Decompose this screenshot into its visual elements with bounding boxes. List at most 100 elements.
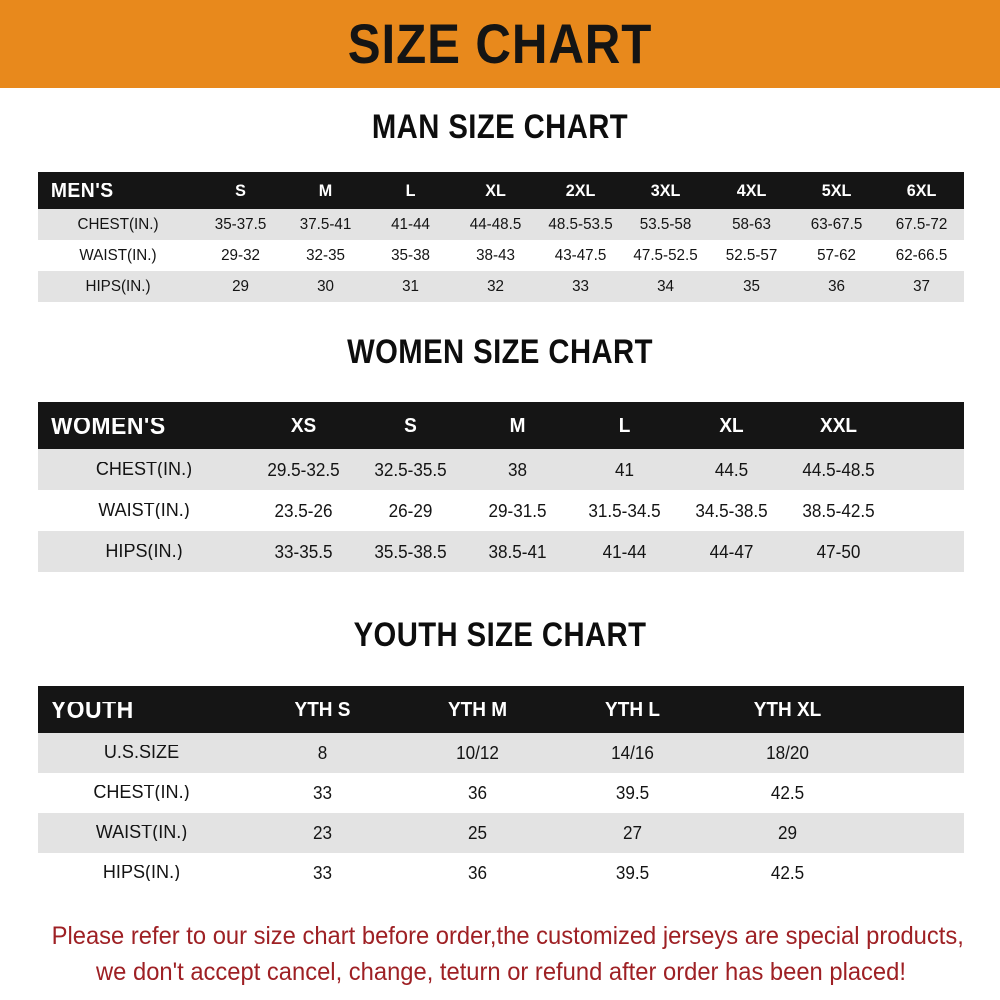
table-cell: 32 — [487, 278, 505, 295]
women-size-table: WOMEN'S XS S M L XL XXL CHEST(IN.) 29.5-32.5 32.5… — [38, 402, 964, 572]
table-cell: 25 — [467, 825, 488, 841]
row-label: HIPS(IN.) — [102, 865, 181, 881]
column-header-3xl: 3XL — [651, 182, 681, 199]
table-cell: 18/20 — [766, 745, 809, 761]
table-cell: 41-44 — [602, 543, 647, 560]
table-row: U.S.SIZE 8 10/12 14/16 18/20 — [38, 733, 964, 773]
table-cell: 35-38 — [391, 247, 431, 264]
table-cell: 41 — [614, 461, 635, 478]
table-cell: 8 — [317, 745, 328, 761]
column-header-m: M — [318, 182, 333, 199]
row-label: CHEST(IN.) — [93, 785, 190, 801]
column-header-xs: XS — [290, 417, 317, 434]
table-cell: 44-48.5 — [470, 216, 522, 233]
table-cell: 14/16 — [611, 745, 654, 761]
column-header-yth-xl: YTH XL — [753, 701, 822, 718]
table-cell: 33-35.5 — [274, 543, 333, 560]
table-cell: 39.5 — [615, 785, 650, 801]
table-cell: 47-50 — [816, 543, 861, 560]
table-cell: 29-31.5 — [488, 502, 547, 519]
table-row: WAIST(IN.) 23.5-26 26-29 29-31.5 31.5-34.5 34… — [38, 490, 964, 531]
table-cell: 38-43 — [476, 247, 516, 264]
table-cell: 29 — [777, 825, 798, 841]
row-label: U.S.SIZE — [103, 745, 180, 761]
table-cell: 44-47 — [709, 543, 754, 560]
table-cell: 38.5-42.5 — [802, 502, 875, 519]
table-cell: 32-35 — [306, 247, 346, 264]
table-cell: 37 — [912, 278, 930, 295]
table-row: HIPS(IN.) 29 30 31 32 33 34 35 36 37 — [38, 271, 964, 302]
women-section-title: WOMEN SIZE CHART — [347, 333, 653, 371]
column-header-l: L — [405, 182, 416, 199]
column-header-4xl: 4XL — [736, 182, 766, 199]
row-label: CHEST(IN.) — [95, 461, 193, 478]
table-cell: 38 — [507, 461, 528, 478]
table-row: HIPS(IN.) 33-35.5 35.5-38.5 38.5-41 41-44 44-… — [38, 531, 964, 572]
table-cell: 57-62 — [816, 247, 856, 264]
column-header-s: S — [235, 182, 246, 199]
table-cell: 30 — [317, 278, 335, 295]
table-cell: 23 — [312, 825, 333, 841]
table-cell: 33 — [312, 865, 333, 881]
table-cell: 48.5-53.5 — [548, 216, 614, 233]
youth-size-table: YOUTH YTH S YTH M YTH L YTH XL U.S.SIZE 8 10/12… — [38, 686, 964, 893]
table-row: CHEST(IN.) 33 36 39.5 42.5 — [38, 773, 964, 813]
column-header-xxl: XXL — [820, 417, 857, 434]
footer-disclaimer: Please refer to our size chart before or… — [51, 918, 964, 990]
row-label: WAIST(IN.) — [79, 247, 157, 264]
footer-line-1: Please refer to our size chart before or… — [51, 922, 964, 950]
table-cell: 31.5-34.5 — [588, 502, 661, 519]
table-cell: 41-44 — [391, 216, 431, 233]
column-header-l: L — [618, 417, 631, 434]
table-row: CHEST(IN.) 29.5-32.5 32.5-35.5 38 41 44.5 44.5… — [38, 449, 964, 490]
table-cell: 34 — [657, 278, 675, 295]
row-label: HIPS(IN.) — [105, 543, 183, 560]
table-corner-label: MEN'S — [50, 182, 114, 199]
column-header-xl: XL — [485, 182, 507, 199]
column-header-xl: XL — [719, 417, 744, 434]
table-cell: 44.5 — [714, 461, 749, 478]
table-cell: 36 — [827, 278, 845, 295]
table-cell: 38.5-41 — [488, 543, 547, 560]
men-size-table: MEN'S S M L XL 2XL 3XL 4XL 5XL 6XL CHEST(IN.) 35-37… — [38, 172, 964, 302]
table-cell: 35.5-38.5 — [374, 543, 447, 560]
column-header-s: S — [404, 417, 417, 434]
table-cell: 31 — [402, 278, 420, 295]
youth-section-title: YOUTH SIZE CHART — [353, 616, 647, 654]
row-label: WAIST(IN.) — [95, 825, 188, 841]
table-cell: 39.5 — [615, 865, 650, 881]
table-cell: 36 — [467, 785, 488, 801]
table-cell: 52.5-57 — [725, 247, 777, 264]
column-header-yth-l: YTH L — [605, 701, 660, 718]
table-cell: 42.5 — [770, 865, 805, 881]
table-row: WAIST(IN.) 29-32 32-35 35-38 38-43 43-47.5 47.… — [38, 240, 964, 271]
table-cell: 58-63 — [731, 216, 771, 233]
column-header-yth-m: YTH M — [447, 701, 508, 718]
table-cell: 47.5-52.5 — [633, 247, 699, 264]
table-cell: 23.5-26 — [274, 502, 333, 519]
table-row: CHEST(IN.) 35-37.5 37.5-41 41-44 44-48.5 48.5… — [38, 209, 964, 240]
table-cell: 35-37.5 — [214, 216, 267, 233]
table-header-row: MEN'S S M L XL 2XL 3XL 4XL 5XL 6XL — [38, 172, 964, 209]
column-header-2xl: 2XL — [566, 182, 596, 199]
table-cell: 62-66.5 — [895, 247, 948, 264]
table-cell: 63-67.5 — [810, 216, 862, 233]
table-cell: 44.5-48.5 — [802, 461, 875, 478]
table-corner-label: YOUTH — [50, 701, 134, 718]
table-cell: 35 — [742, 278, 760, 295]
page-banner: SIZE CHART — [0, 0, 1000, 88]
table-row: HIPS(IN.) 33 36 39.5 42.5 — [38, 853, 964, 893]
table-cell: 53.5-58 — [640, 216, 692, 233]
row-label: HIPS(IN.) — [85, 278, 151, 295]
column-header-5xl: 5XL — [821, 182, 852, 199]
table-cell: 34.5-38.5 — [695, 502, 768, 519]
table-cell: 29 — [232, 278, 249, 295]
table-cell: 43-47.5 — [555, 247, 607, 264]
table-cell: 26-29 — [388, 502, 433, 519]
column-header-6xl: 6XL — [906, 182, 937, 199]
men-section-title: MAN SIZE CHART — [371, 108, 629, 146]
table-header-row: YOUTH YTH S YTH M YTH L YTH XL — [38, 686, 964, 733]
table-corner-label: WOMEN'S — [50, 417, 166, 434]
table-cell: 33 — [572, 278, 590, 295]
